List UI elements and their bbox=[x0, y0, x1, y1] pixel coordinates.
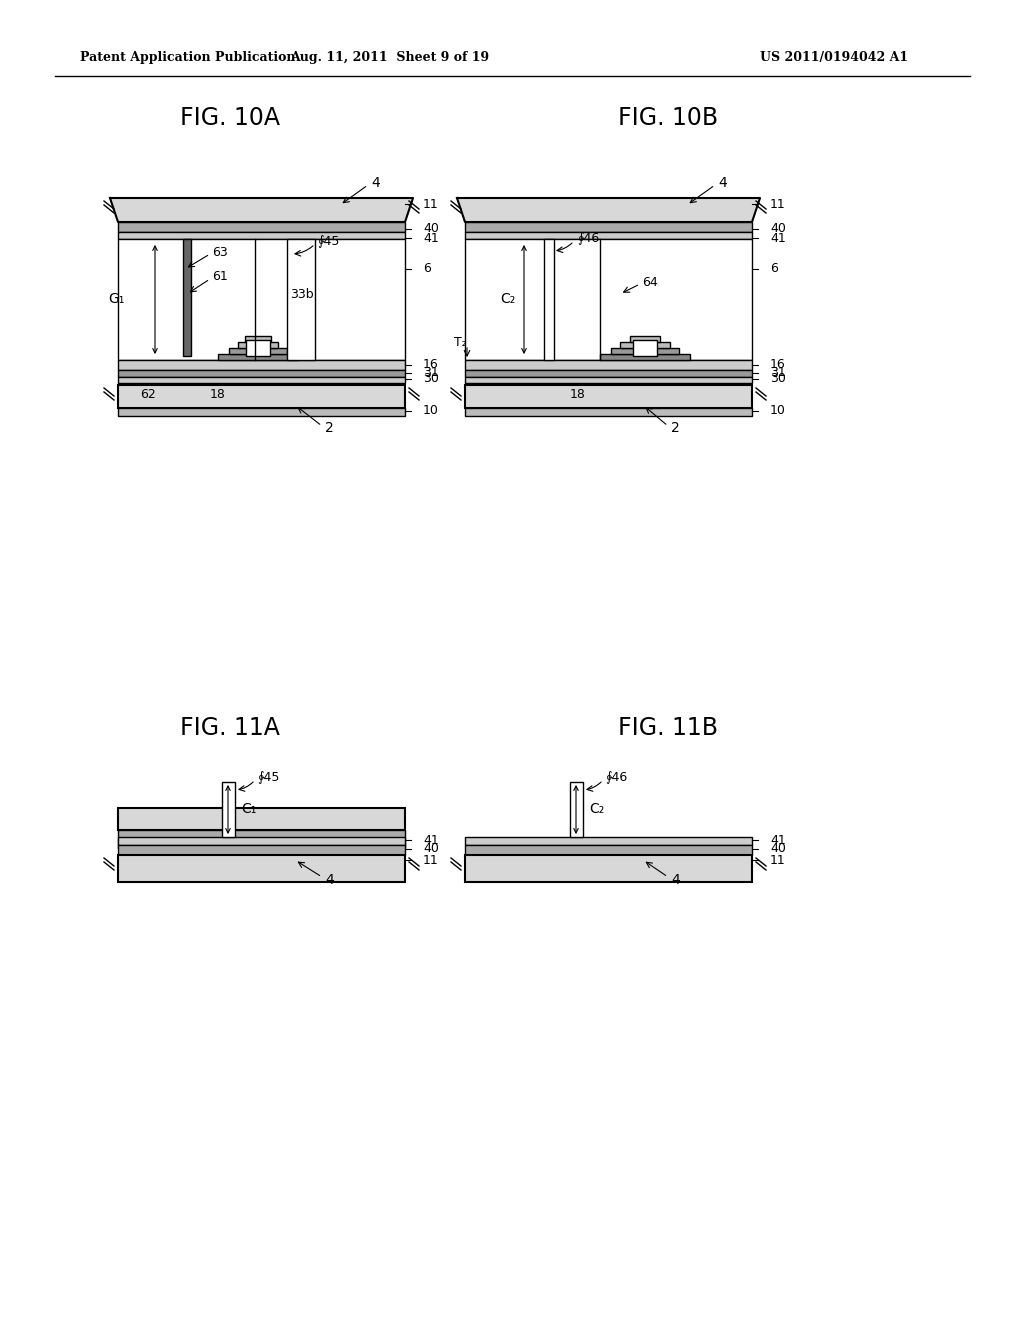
Text: FIG. 10A: FIG. 10A bbox=[180, 106, 280, 129]
Text: C₂: C₂ bbox=[589, 803, 604, 816]
Bar bbox=[465, 845, 752, 855]
Bar bbox=[465, 370, 752, 378]
Text: Patent Application Publication: Patent Application Publication bbox=[80, 51, 296, 65]
Text: 11: 11 bbox=[423, 198, 438, 210]
Text: 61: 61 bbox=[212, 271, 227, 284]
Text: 33b: 33b bbox=[290, 288, 313, 301]
Bar bbox=[465, 408, 752, 416]
Bar bbox=[245, 337, 271, 342]
Text: 30: 30 bbox=[423, 372, 439, 385]
Text: 31: 31 bbox=[770, 367, 785, 380]
Text: 41: 41 bbox=[423, 833, 438, 846]
Bar bbox=[633, 341, 657, 356]
Text: 64: 64 bbox=[642, 276, 657, 289]
Text: 31: 31 bbox=[423, 367, 438, 380]
Bar bbox=[246, 341, 270, 356]
Bar bbox=[118, 845, 406, 855]
Text: 18: 18 bbox=[570, 388, 586, 400]
Text: C₂: C₂ bbox=[500, 292, 515, 306]
Bar bbox=[118, 370, 406, 378]
Bar bbox=[465, 855, 752, 882]
Text: FIG. 11A: FIG. 11A bbox=[180, 715, 280, 741]
Text: 11: 11 bbox=[423, 854, 438, 866]
Text: FIG. 11B: FIG. 11B bbox=[618, 715, 718, 741]
Bar bbox=[570, 781, 583, 837]
Text: 4: 4 bbox=[671, 873, 680, 887]
Bar bbox=[222, 781, 234, 837]
Text: 10: 10 bbox=[423, 404, 439, 417]
Bar bbox=[183, 239, 191, 356]
Bar bbox=[465, 360, 752, 370]
Text: ∲46: ∲46 bbox=[577, 232, 599, 246]
Text: 4: 4 bbox=[371, 176, 380, 190]
Bar bbox=[465, 385, 752, 408]
Bar bbox=[465, 378, 752, 383]
Bar bbox=[118, 232, 406, 239]
Text: 2: 2 bbox=[325, 421, 334, 436]
Text: ∲46: ∲46 bbox=[605, 771, 628, 784]
Text: C₁: C₁ bbox=[241, 803, 256, 816]
Bar bbox=[118, 222, 406, 232]
Text: T₂: T₂ bbox=[454, 337, 467, 350]
Text: 62: 62 bbox=[140, 388, 156, 400]
Bar bbox=[118, 855, 406, 882]
Bar bbox=[630, 337, 660, 342]
Bar bbox=[287, 239, 315, 360]
Bar bbox=[118, 808, 406, 830]
Bar bbox=[465, 837, 752, 845]
Text: 41: 41 bbox=[423, 231, 438, 244]
Text: ∲45: ∲45 bbox=[257, 771, 280, 784]
Text: 41: 41 bbox=[770, 833, 785, 846]
Text: 6: 6 bbox=[770, 263, 778, 276]
Bar bbox=[118, 385, 406, 408]
Text: 18: 18 bbox=[210, 388, 226, 400]
Bar bbox=[620, 342, 670, 348]
Bar bbox=[118, 408, 406, 416]
Text: 11: 11 bbox=[770, 854, 785, 866]
Text: Aug. 11, 2011  Sheet 9 of 19: Aug. 11, 2011 Sheet 9 of 19 bbox=[291, 51, 489, 65]
Bar bbox=[118, 840, 406, 847]
Bar bbox=[465, 232, 752, 239]
Text: 10: 10 bbox=[770, 404, 785, 417]
Bar bbox=[238, 342, 278, 348]
Text: 4: 4 bbox=[718, 176, 727, 190]
Bar bbox=[118, 360, 406, 370]
Bar bbox=[218, 354, 298, 360]
Text: G₁: G₁ bbox=[108, 292, 124, 306]
Bar bbox=[118, 830, 406, 840]
Text: 63: 63 bbox=[212, 246, 227, 259]
Bar bbox=[118, 837, 406, 845]
Bar bbox=[118, 239, 406, 360]
Text: 6: 6 bbox=[423, 263, 431, 276]
Text: 40: 40 bbox=[770, 223, 785, 235]
Text: 11: 11 bbox=[770, 198, 785, 210]
Bar bbox=[465, 222, 752, 232]
Bar bbox=[544, 239, 554, 360]
Bar bbox=[600, 354, 690, 360]
Text: 40: 40 bbox=[423, 842, 439, 855]
Text: 16: 16 bbox=[423, 359, 438, 371]
Text: 2: 2 bbox=[671, 421, 680, 436]
Polygon shape bbox=[457, 198, 760, 222]
Text: FIG. 10B: FIG. 10B bbox=[617, 106, 718, 129]
Text: 41: 41 bbox=[770, 231, 785, 244]
Bar bbox=[118, 378, 406, 383]
Text: ∲45: ∲45 bbox=[317, 235, 339, 248]
Text: 40: 40 bbox=[423, 223, 439, 235]
Text: 40: 40 bbox=[770, 842, 785, 855]
Text: US 2011/0194042 A1: US 2011/0194042 A1 bbox=[760, 51, 908, 65]
Text: 4: 4 bbox=[325, 873, 334, 887]
Bar bbox=[229, 348, 287, 354]
Text: 30: 30 bbox=[770, 372, 785, 385]
Text: 16: 16 bbox=[770, 359, 785, 371]
Polygon shape bbox=[110, 198, 413, 222]
Bar bbox=[465, 239, 752, 360]
Bar bbox=[611, 348, 679, 354]
